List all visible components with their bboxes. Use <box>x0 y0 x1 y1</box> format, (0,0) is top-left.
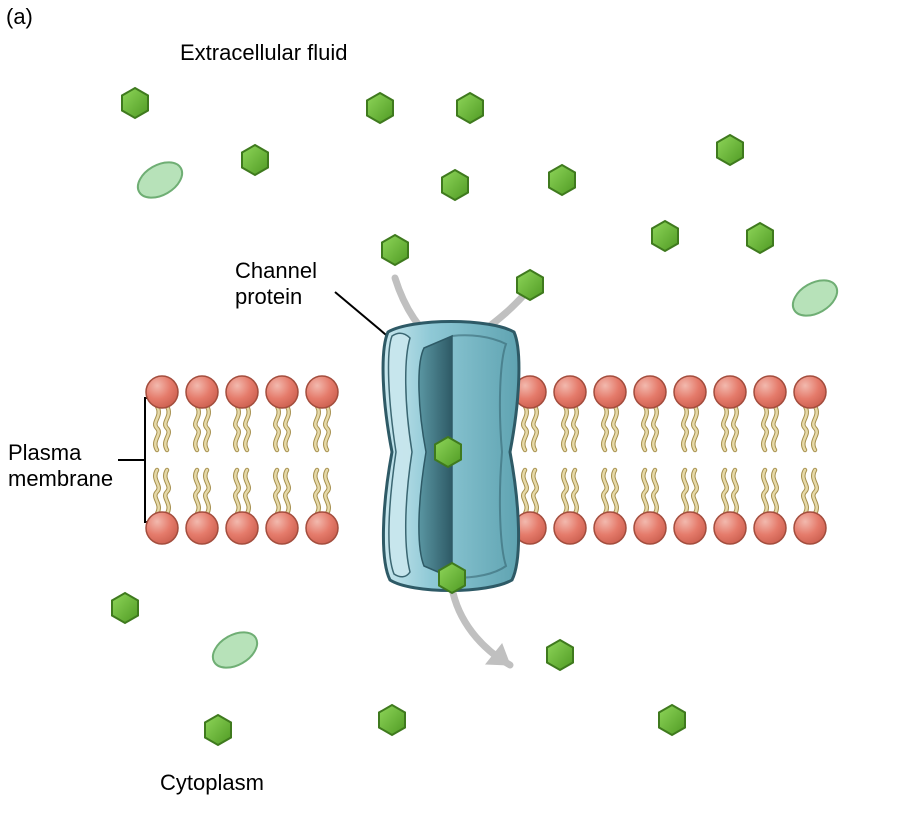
channel-protein-label-l1: Channel <box>235 258 317 283</box>
hexagon-molecule <box>205 715 231 745</box>
oval-molecule <box>132 155 189 205</box>
hexagon-molecule <box>442 170 468 200</box>
hexagon-molecule <box>717 135 743 165</box>
hexagon-molecule <box>435 437 461 467</box>
hexagon-molecule <box>747 223 773 253</box>
hexagon-molecule <box>382 235 408 265</box>
hexagon-molecule <box>457 93 483 123</box>
channel-protein-label-l2: protein <box>235 284 302 309</box>
oval-molecule <box>787 273 844 323</box>
extracellular-label: Extracellular fluid <box>180 40 348 65</box>
membrane-bracket <box>118 398 155 522</box>
hexagon-molecule <box>517 270 543 300</box>
panel-label: (a) <box>6 4 33 29</box>
cytoplasm-label: Cytoplasm <box>160 770 264 795</box>
hexagon-molecule <box>652 221 678 251</box>
hexagon-molecule <box>549 165 575 195</box>
hexagon-molecule <box>547 640 573 670</box>
plasma-membrane-label-l1: Plasma <box>8 440 82 465</box>
hexagon-molecule <box>112 593 138 623</box>
hexagon-molecule <box>439 563 465 593</box>
plasma-membrane-label-l2: membrane <box>8 466 113 491</box>
hexagon-molecule <box>379 705 405 735</box>
hexagon-molecule <box>122 88 148 118</box>
hexagon-molecule <box>242 145 268 175</box>
oval-molecule <box>207 625 264 675</box>
hexagon-molecule <box>367 93 393 123</box>
hexagon-molecule <box>659 705 685 735</box>
arrow-out <box>452 588 510 665</box>
